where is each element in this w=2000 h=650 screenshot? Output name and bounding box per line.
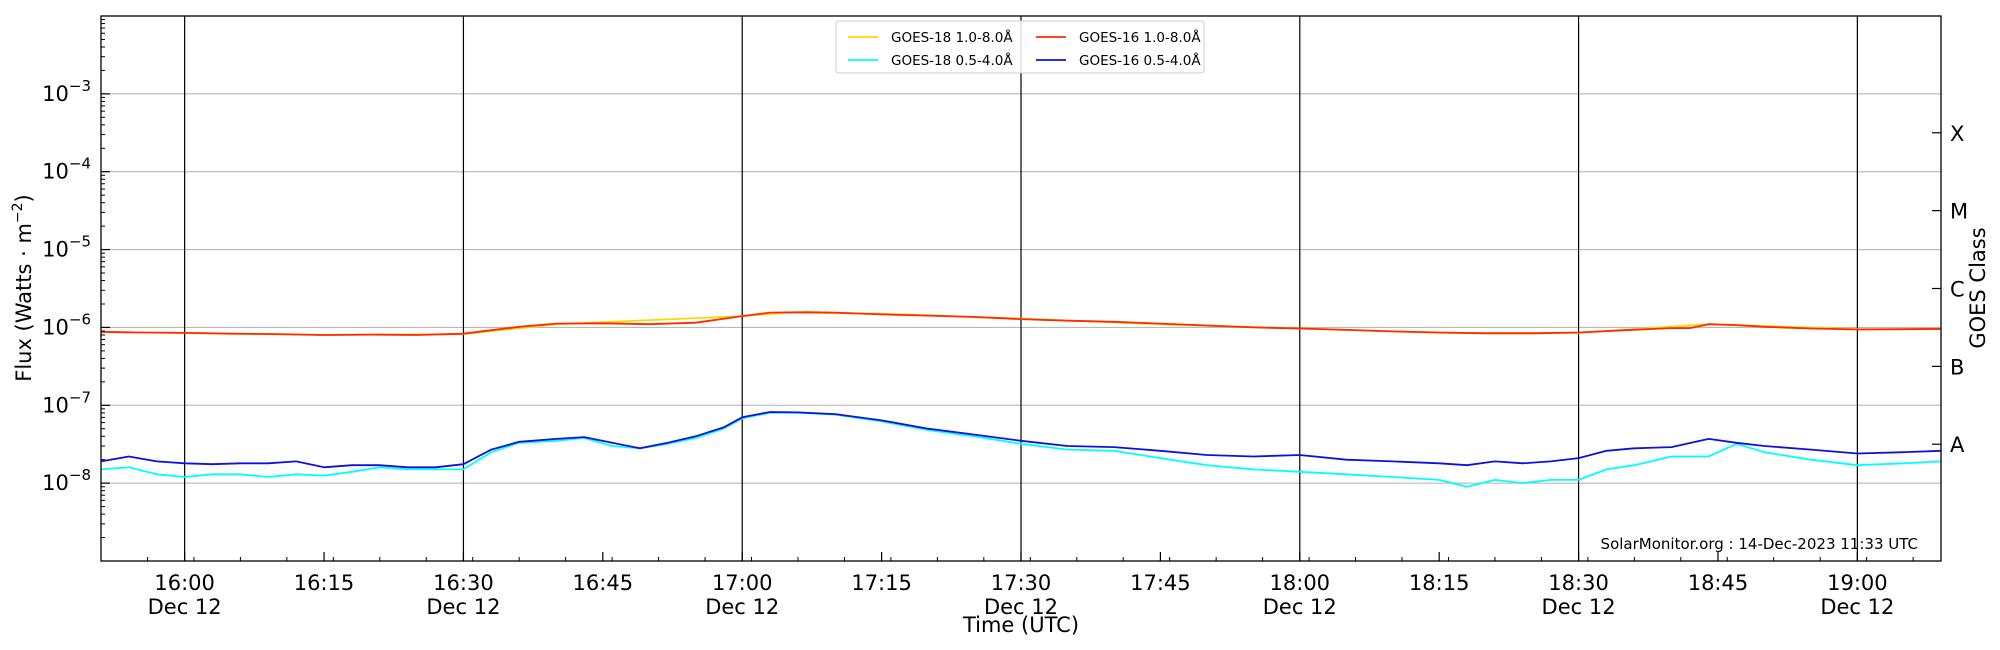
series-line: [100, 411, 1942, 469]
x-tick-date-label: Dec 12: [1263, 595, 1337, 619]
goes-class-label: X: [1950, 122, 1964, 146]
goes-class-label: B: [1950, 355, 1964, 379]
y-tick-label: 10−4: [42, 155, 91, 184]
x-tick-label: 19:00: [1827, 571, 1888, 595]
x-tick-label: 17:30: [991, 571, 1052, 595]
y-tick-label: 10−7: [42, 388, 91, 417]
legend-label: GOES-16 1.0-8.0Å: [1079, 29, 1201, 46]
y-tick-label: 10−8: [42, 466, 91, 495]
y-tick-label: 10−5: [42, 233, 91, 262]
goes-class-label: M: [1950, 200, 1968, 224]
goes-class-label: A: [1950, 433, 1965, 457]
legend-box: [835, 20, 1205, 74]
x-axis-title: Time (UTC): [962, 613, 1079, 637]
series-line: [100, 411, 1942, 488]
series-line: [100, 311, 1942, 336]
x-tick-label: 18:00: [1270, 571, 1331, 595]
x-tick-label: 18:45: [1688, 571, 1749, 595]
x-tick-label: 18:30: [1548, 571, 1609, 595]
legend-label: GOES-18 1.0-8.0Å: [891, 29, 1013, 46]
x-tick-label: 16:00: [154, 571, 215, 595]
day-marker-lines: [184, 16, 1858, 561]
y-axis-title: Flux (Watts · m−2): [10, 194, 36, 382]
legend-label: GOES-18 0.5-4.0Å: [891, 52, 1013, 69]
x-tick-label: 17:45: [1130, 571, 1191, 595]
right-axis-title: GOES Class: [1966, 227, 1990, 348]
x-tick-date-label: Dec 12: [984, 595, 1058, 619]
x-tick-label: 17:00: [712, 571, 773, 595]
goes-class-label: C: [1950, 278, 1965, 302]
x-tick-date-label: Dec 12: [1820, 595, 1894, 619]
legend: GOES-18 1.0-8.0Å GOES-18 0.5-4.0Å GOES-16 …: [835, 20, 1205, 74]
x-tick-label: 16:30: [433, 571, 494, 595]
x-tick-date-label: Dec 12: [148, 595, 222, 619]
y-axis-ticks: 10−8 10−7 10−6 10−5 10−4 10−3: [42, 19, 110, 539]
x-tick-label: 16:45: [573, 571, 634, 595]
credit-text: SolarMonitor.org : 14-Dec-2023 11:33 UTC: [1601, 535, 1918, 553]
y-tick-label: 10−3: [42, 77, 91, 106]
legend-label: GOES-16 0.5-4.0Å: [1079, 52, 1201, 69]
x-tick-date-label: Dec 12: [1542, 595, 1616, 619]
x-tick-label: 16:15: [294, 571, 355, 595]
series-lines: [100, 311, 1942, 488]
y-tick-label: 10−6: [42, 310, 91, 339]
x-tick-date-label: Dec 12: [705, 595, 779, 619]
x-tick-date-label: Dec 12: [426, 595, 500, 619]
x-tick-label: 18:15: [1409, 571, 1470, 595]
goes-class-labels: A B C M X: [1932, 122, 1968, 457]
x-tick-label: 17:15: [851, 571, 912, 595]
